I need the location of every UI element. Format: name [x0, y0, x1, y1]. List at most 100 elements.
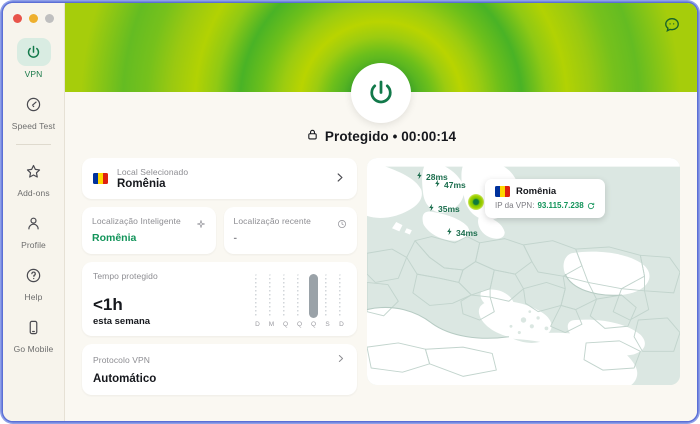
romania-flag-icon [495, 186, 510, 197]
bar-column: D [337, 274, 346, 328]
sidebar-item-profile[interactable]: Profile [3, 204, 64, 256]
recent-location-label: Localização recente [233, 216, 312, 226]
bolt-icon [427, 202, 436, 215]
server-map[interactable]: 28ms 47ms 35ms [367, 158, 680, 385]
smart-location-label: Localização Inteligente [92, 216, 181, 226]
bar-column: Q [295, 274, 304, 328]
bar-day-label: Q [310, 321, 317, 328]
smart-location-value: Romênia [92, 232, 137, 244]
question-circle-icon [17, 261, 51, 289]
phone-icon [17, 313, 51, 341]
right-column: 28ms 47ms 35ms [367, 158, 680, 395]
latency-ping-2: 47ms [433, 178, 466, 191]
tooltip-ip-label: IP da VPN: [495, 201, 535, 210]
latency-value: 47ms [444, 179, 466, 190]
clock-icon [337, 216, 347, 228]
bar-day-label: D [255, 321, 260, 328]
recent-location-value: - [233, 232, 238, 244]
protected-time-label: Tempo protegido [93, 271, 158, 281]
bolt-icon [433, 178, 442, 191]
chevron-right-icon[interactable] [335, 353, 346, 366]
sidebar-item-label: Add-ons [17, 188, 50, 198]
europe-map-graphic [367, 158, 680, 385]
bar-track [295, 274, 304, 318]
bar-track [309, 274, 318, 318]
latency-ping-4: 34ms [445, 226, 478, 239]
close-window-button[interactable] [13, 14, 22, 23]
tooltip-country-name: Romênia [516, 186, 557, 197]
bar-track [253, 274, 262, 318]
sidebar-item-speed-test[interactable]: Speed Test [3, 85, 64, 137]
sidebar-item-help[interactable]: Help [3, 256, 64, 308]
window-traffic-lights [13, 14, 54, 23]
sidebar-item-go-mobile[interactable]: Go Mobile [3, 308, 64, 360]
bar-day-label: D [339, 321, 344, 328]
bolt-icon [415, 170, 424, 183]
bar-track [323, 274, 332, 318]
minimize-window-button[interactable] [29, 14, 38, 23]
location-mini-cards-row: Localização Inteligente Romênia Localiza… [82, 207, 357, 254]
chevron-right-icon[interactable] [333, 171, 346, 186]
bar-day-label: S [325, 321, 330, 328]
tooltip-ip-value: 93.115.7.238 [537, 201, 584, 210]
latency-ping-3: 35ms [427, 202, 460, 215]
sidebar-divider [16, 144, 51, 145]
latency-value: 28ms [426, 171, 448, 182]
sidebar-item-vpn[interactable]: VPN [3, 33, 64, 85]
sidebar-item-label: Go Mobile [13, 344, 54, 354]
sidebar-item-label: Speed Test [11, 121, 56, 131]
latency-ping-1: 28ms [415, 170, 448, 183]
person-icon [17, 209, 51, 237]
content-area: Local Selecionado Romênia Localização In… [65, 144, 697, 395]
smart-location-card[interactable]: Localização Inteligente Romênia [82, 207, 216, 254]
latency-value: 35ms [438, 203, 460, 214]
power-icon [370, 80, 392, 104]
bar-track [337, 274, 346, 318]
sidebar-item-label: Help [24, 292, 43, 302]
bolt-icon [445, 226, 454, 239]
bar-column: D [253, 274, 262, 328]
latency-value: 34ms [456, 227, 478, 238]
sidebar-item-label: Profile [21, 240, 46, 250]
recent-location-card[interactable]: Localização recente - [223, 207, 357, 254]
protected-time-subtitle: esta semana [93, 316, 151, 327]
lock-icon [306, 128, 319, 144]
power-icon [16, 38, 51, 66]
status-text: Protegido • 00:00:14 [324, 128, 457, 144]
bar-column: Q [309, 274, 318, 328]
main-panel: Protegido • 00:00:14 Local Selecionado R… [65, 3, 697, 421]
app-window: VPN Speed Test Add-ons [3, 3, 697, 421]
sparkle-icon [196, 216, 206, 228]
connection-status: Protegido • 00:00:14 [65, 128, 697, 144]
refresh-icon[interactable] [587, 202, 595, 210]
vpn-protocol-label: Protocolo VPN [93, 354, 151, 365]
bar-column: Q [281, 274, 290, 328]
selected-location-card[interactable]: Local Selecionado Romênia [82, 158, 357, 199]
romania-flag-icon [93, 173, 108, 184]
maximize-window-button[interactable] [45, 14, 54, 23]
bar-track [267, 274, 276, 318]
support-chat-icon[interactable] [663, 16, 681, 34]
bar-column: S [323, 274, 332, 328]
bar-column: M [267, 274, 276, 328]
selected-location-label: Local Selecionado [117, 167, 189, 177]
sidebar: VPN Speed Test Add-ons [3, 3, 65, 421]
bar-day-label: Q [296, 321, 303, 328]
left-column: Local Selecionado Romênia Localização In… [82, 158, 357, 395]
protected-time-value: <1h [93, 295, 123, 314]
server-location-dot[interactable] [468, 194, 484, 210]
selected-location-value: Romênia [117, 178, 166, 190]
vpn-power-toggle-button[interactable] [351, 63, 411, 123]
vpn-protocol-card[interactable]: Protocolo VPN Automático [82, 344, 357, 395]
bar-day-label: M [268, 321, 275, 328]
speedometer-icon [17, 90, 51, 118]
bar-day-label: Q [282, 321, 289, 328]
vpn-protocol-value: Automático [93, 373, 157, 385]
bar-track [281, 274, 290, 318]
sidebar-item-add-ons[interactable]: Add-ons [3, 152, 64, 204]
server-tooltip: Romênia IP da VPN: 93.115.7.238 [485, 179, 605, 218]
star-icon [17, 157, 51, 185]
sidebar-item-label: VPN [24, 69, 43, 79]
